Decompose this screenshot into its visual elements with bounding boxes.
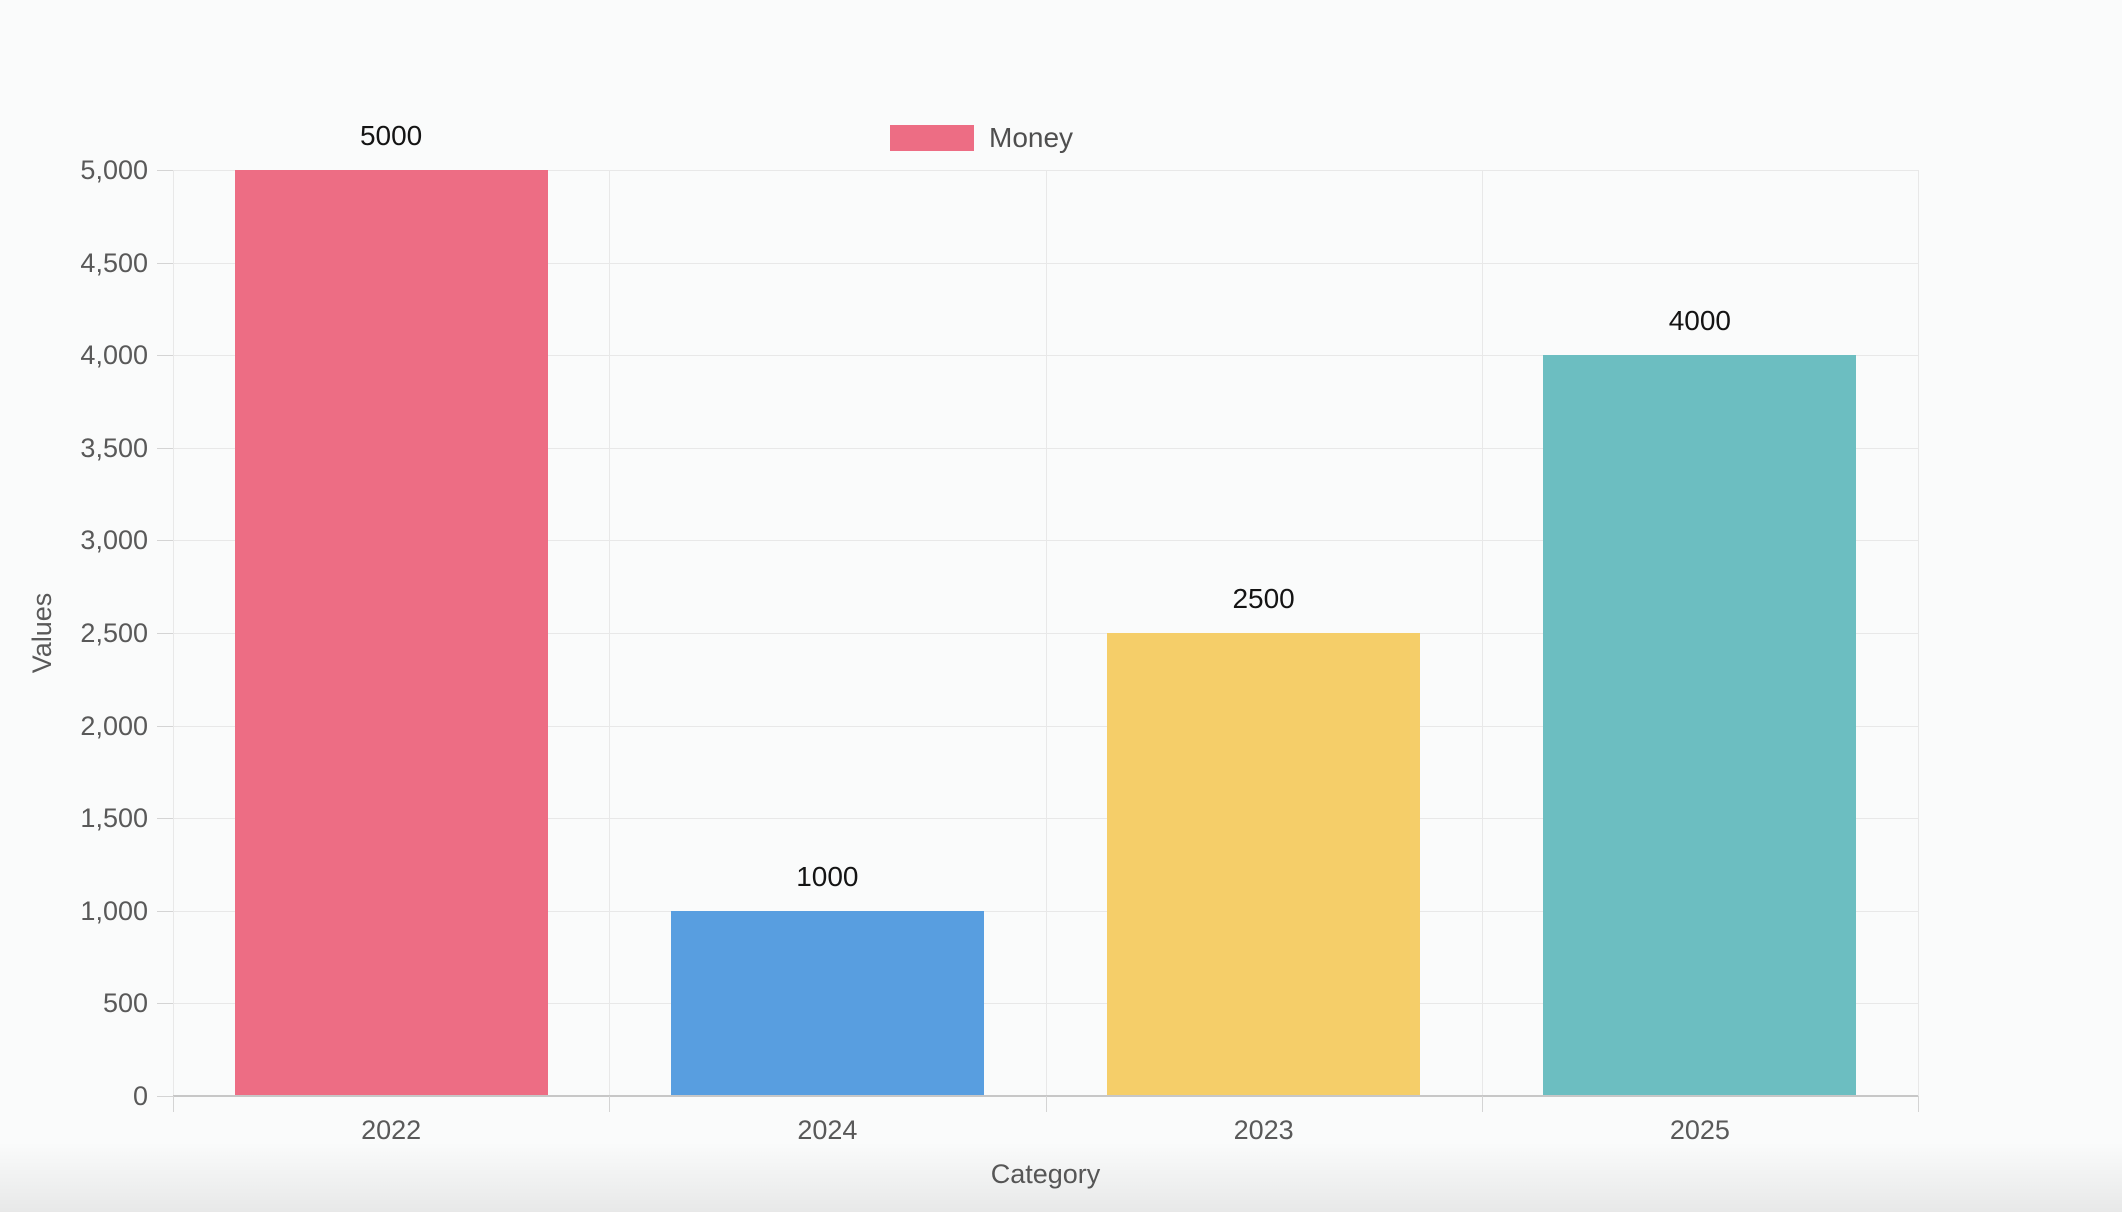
y-tick-label-500: 500: [102, 988, 148, 1019]
y-tick-0: [157, 1096, 173, 1097]
bar-value-label-2023: 2500: [1232, 583, 1295, 614]
x-tick-3: [1481, 1096, 1483, 1112]
y-tick-5000: [157, 170, 173, 171]
gridline-v-3: [1481, 170, 1483, 1096]
bar-value-label-2022: 5000: [359, 120, 423, 151]
y-tick-label-0: 0: [132, 1081, 148, 1111]
y-tick-label-4500: 4,500: [80, 247, 148, 278]
y-tick-label-3500: 3,500: [80, 432, 148, 463]
x-tick-1: [609, 1096, 611, 1112]
y-tick-label-4000: 4,000: [80, 340, 148, 371]
gridline-v-2: [1045, 170, 1047, 1096]
x-tick-label-2023: 2023: [1233, 1115, 1294, 1145]
y-tick-label-1500: 1,500: [80, 803, 148, 834]
x-tick-label-2024: 2024: [797, 1115, 858, 1145]
x-tick-2: [1045, 1096, 1047, 1112]
y-tick-1500: [157, 818, 173, 820]
bar-2025[interactable]: [1543, 355, 1857, 1096]
y-tick-label-2500: 2,500: [80, 618, 148, 648]
gridline-v-0: [173, 170, 174, 1096]
y-tick-label-3000: 3,000: [80, 525, 148, 556]
y-tick-2000: [157, 725, 173, 727]
x-tick-label-2025: 2025: [1669, 1115, 1730, 1145]
bar-2023[interactable]: [1107, 633, 1421, 1096]
y-tick-3500: [157, 447, 173, 449]
bar-value-label-2025: 4000: [1668, 305, 1732, 337]
bar-2022[interactable]: [234, 170, 548, 1096]
y-tick-3000: [157, 540, 173, 542]
plot-area: [173, 170, 1919, 1097]
y-tick-1000: [157, 910, 173, 912]
y-tick-2500: [157, 633, 173, 634]
y-tick-4500: [157, 262, 173, 264]
bar-2024[interactable]: [670, 910, 984, 1096]
gridline-v-4: [1918, 170, 1919, 1096]
bar-value-label-2024: 1000: [796, 860, 859, 892]
y-tick-label-5000: 5,000: [80, 155, 148, 185]
x-tick-4: [1918, 1096, 1919, 1112]
y-tick-label-1000: 1,000: [80, 895, 148, 926]
legend-swatch-money: [890, 125, 974, 151]
legend-label: Money: [989, 122, 1074, 153]
x-tick-0: [173, 1096, 174, 1112]
gridline-v-1: [609, 170, 611, 1096]
legend-item-money[interactable]: Money: [890, 122, 1074, 153]
x-axis-title: Category: [990, 1159, 1101, 1189]
x-tick-label-2022: 2022: [361, 1115, 422, 1145]
y-tick-500: [157, 1003, 173, 1005]
y-tick-label-2000: 2,000: [80, 710, 148, 741]
y-tick-4000: [157, 355, 173, 357]
